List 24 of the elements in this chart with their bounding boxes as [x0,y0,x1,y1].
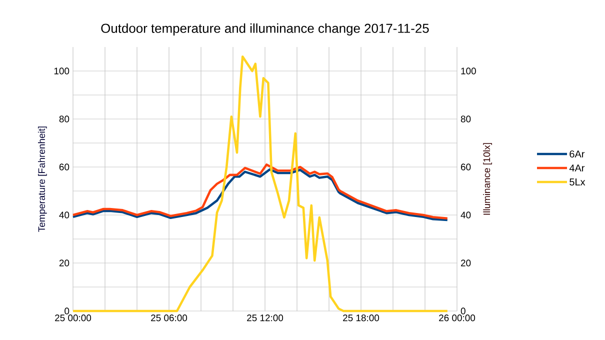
x-tick-label: 25 12:00 [247,314,284,322]
y2-axis-title: Illuminance [10lx] [483,143,492,215]
y2-tick-label: 20 [460,260,471,266]
x-tick-label: 25 00:00 [55,314,92,322]
y2-tick-label: 40 [460,212,471,218]
y2-tick-label: 100 [461,68,476,74]
chart-title: Outdoor temperature and illuminance change 2017-11-25 [101,23,429,36]
y2-tick-label: 80 [460,116,471,122]
legend-label: 5Lx [570,178,586,186]
y-tick-label: 20 [59,260,70,266]
y-tick-label: 60 [59,164,70,170]
x-tick-label: 25 06:00 [151,314,188,322]
y2-tick-label: 60 [461,164,471,170]
y-axis-title: Temperature [Fahrenheit] [38,126,47,232]
legend-label: 6Ar [570,150,585,158]
y-tick-label: 40 [59,212,70,218]
y2-tick-label: 0 [460,308,466,314]
y-tick-label: 80 [59,116,70,122]
y-tick-label: 100 [54,68,70,74]
legend-label: 4Ar [569,164,585,172]
x-tick-label: 26 00:00 [439,314,476,322]
line-series [72,55,449,312]
x-tick-label: 25 18:00 [343,314,380,322]
y-tick-label: 0 [64,308,70,314]
